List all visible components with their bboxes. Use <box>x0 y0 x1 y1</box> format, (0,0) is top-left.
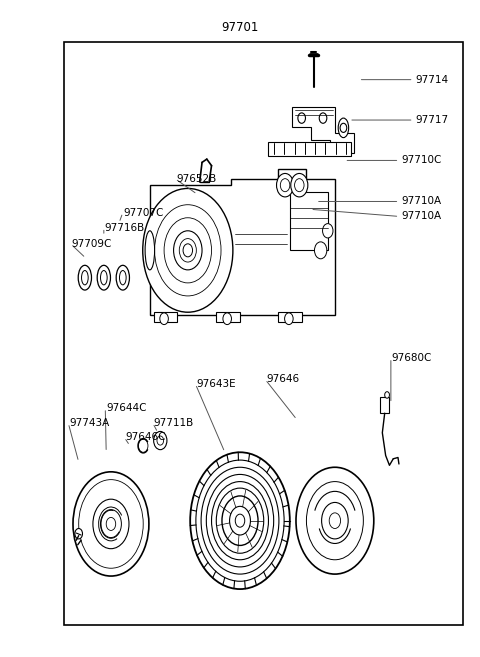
Bar <box>154 312 178 322</box>
Ellipse shape <box>291 207 310 218</box>
Text: 97680C: 97680C <box>392 353 432 363</box>
Ellipse shape <box>116 265 130 290</box>
Circle shape <box>229 507 251 535</box>
Ellipse shape <box>82 271 88 285</box>
Text: 97743A: 97743A <box>69 418 109 428</box>
Circle shape <box>276 173 294 197</box>
Text: 97646: 97646 <box>266 374 299 384</box>
Circle shape <box>174 231 202 270</box>
Circle shape <box>322 503 348 539</box>
Ellipse shape <box>100 271 107 285</box>
Bar <box>216 312 240 322</box>
Circle shape <box>183 244 192 257</box>
Bar <box>380 397 389 413</box>
Text: 97714: 97714 <box>416 75 449 85</box>
Polygon shape <box>150 169 335 315</box>
Bar <box>268 141 351 156</box>
Text: 97711B: 97711B <box>154 418 194 428</box>
Circle shape <box>223 313 231 325</box>
Circle shape <box>100 510 121 538</box>
Text: 97710A: 97710A <box>401 196 442 206</box>
Circle shape <box>296 467 374 574</box>
Ellipse shape <box>145 231 155 270</box>
Ellipse shape <box>120 271 126 285</box>
Ellipse shape <box>291 196 310 208</box>
Circle shape <box>323 223 333 238</box>
Circle shape <box>154 432 167 449</box>
Circle shape <box>298 113 305 124</box>
Circle shape <box>319 113 327 124</box>
Text: 97707C: 97707C <box>124 208 164 217</box>
Circle shape <box>106 518 116 530</box>
Bar <box>290 192 328 250</box>
Text: 97701: 97701 <box>221 21 259 34</box>
Circle shape <box>222 496 258 545</box>
Ellipse shape <box>338 118 348 137</box>
Circle shape <box>291 173 308 197</box>
Circle shape <box>93 499 129 549</box>
Polygon shape <box>292 107 354 152</box>
Text: 97710C: 97710C <box>401 156 442 166</box>
Circle shape <box>340 124 347 133</box>
Text: 97716B: 97716B <box>105 223 145 233</box>
Ellipse shape <box>78 265 92 290</box>
Circle shape <box>160 313 168 325</box>
Text: 97709C: 97709C <box>72 238 112 249</box>
Circle shape <box>314 242 327 259</box>
Text: 97644C: 97644C <box>106 403 147 413</box>
Text: 97652B: 97652B <box>176 173 216 184</box>
Circle shape <box>384 392 389 398</box>
Bar <box>278 312 301 322</box>
Bar <box>64 42 463 625</box>
Circle shape <box>75 528 83 539</box>
Text: 97646C: 97646C <box>125 432 166 442</box>
Circle shape <box>190 452 290 589</box>
Text: 97643E: 97643E <box>196 379 236 389</box>
Text: 97710A: 97710A <box>401 212 442 221</box>
Circle shape <box>285 313 293 325</box>
Text: 97717: 97717 <box>416 115 449 125</box>
Circle shape <box>143 189 233 312</box>
Ellipse shape <box>97 265 110 290</box>
Circle shape <box>73 472 149 576</box>
